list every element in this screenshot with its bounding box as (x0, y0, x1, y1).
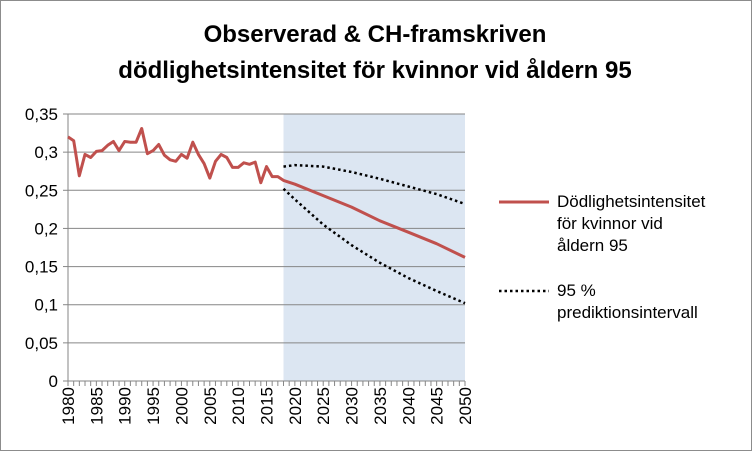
x-tick-label: 1985 (87, 387, 106, 425)
x-tick-label: 2040 (399, 387, 418, 425)
x-tick-label: 1980 (59, 387, 78, 425)
x-tick-label: 2010 (229, 387, 248, 425)
x-tick-label: 2025 (314, 387, 333, 425)
x-tick-label: 2030 (343, 387, 362, 425)
x-tick-label: 1990 (116, 387, 135, 425)
legend-label-mortality-line-2: för kvinnor vid (557, 214, 663, 233)
y-tick-label: 0,05 (25, 334, 58, 353)
y-tick-label: 0,25 (25, 181, 58, 200)
legend-label-mortality-line-3: åldern 95 (557, 236, 628, 255)
legend-label-mortality-line-1: Dödlighetsintensitet (557, 192, 706, 211)
legend-label-interval: 95 % prediktionsintervall (557, 280, 698, 324)
y-tick-label: 0 (49, 372, 58, 391)
y-tick-label: 0,3 (34, 143, 58, 162)
legend-label-interval-line-2: prediktionsintervall (557, 303, 698, 322)
x-tick-label: 1995 (144, 387, 163, 425)
x-tick-label: 2015 (258, 387, 277, 425)
y-tick-label: 0,1 (34, 296, 58, 315)
series-line-interval-lower (282, 187, 466, 305)
y-tick-label: 0,2 (34, 219, 58, 238)
x-tick-label: 2050 (456, 387, 475, 425)
chart-title-line-2: dödlighetsintensitet för kvinnor vid åld… (118, 57, 632, 84)
x-tick-label: 2045 (428, 387, 447, 425)
series-line-mortality (67, 127, 466, 259)
legend-label-interval-line-1: 95 % (557, 281, 596, 300)
series-line-interval-upper (283, 163, 466, 206)
x-tick-label: 2005 (201, 387, 220, 425)
x-tick-label: 2000 (172, 387, 191, 425)
y-tick-label: 0,35 (25, 105, 58, 124)
projection-shading (283, 114, 465, 381)
x-tick-label: 2035 (371, 387, 390, 425)
x-tick-label: 2020 (286, 387, 305, 425)
chart-title-line-1: Observerad & CH-framskriven (203, 21, 547, 48)
y-tick-label: 0,15 (25, 258, 58, 277)
legend-label-mortality: Dödlighetsintensitet för kvinnor vid åld… (557, 191, 705, 257)
